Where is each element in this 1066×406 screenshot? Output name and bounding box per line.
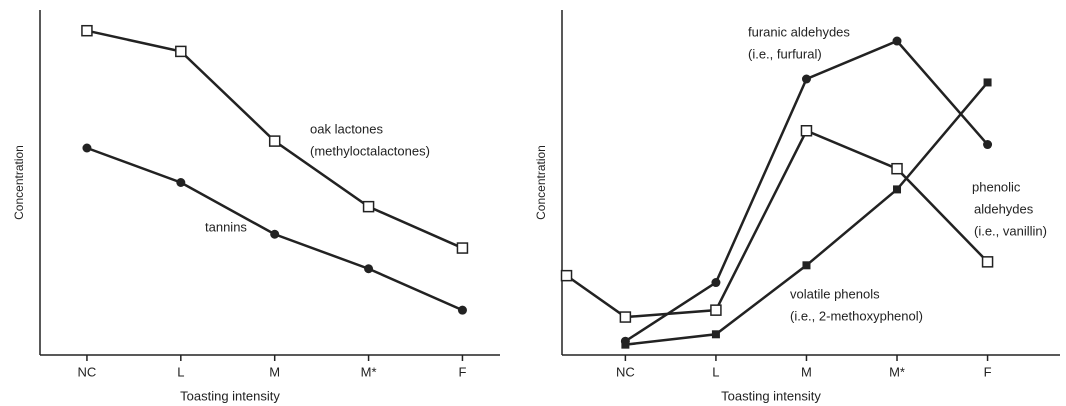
point	[891, 162, 903, 175]
point	[711, 278, 721, 288]
x-tick-label: F	[458, 364, 466, 379]
point	[456, 242, 469, 254]
point	[983, 78, 992, 87]
x-tick-label: NC	[78, 364, 97, 379]
point	[176, 178, 186, 187]
point	[983, 140, 993, 150]
x-tick-label: L	[177, 364, 184, 379]
point	[981, 256, 994, 268]
series-label: furanic aldehydes	[748, 24, 850, 39]
series-line	[565, 129, 989, 319]
point	[362, 200, 375, 213]
point	[619, 311, 632, 323]
x-tick-label: NC	[616, 364, 635, 379]
x-tick-label: F	[984, 364, 992, 379]
point	[892, 36, 902, 46]
x-tick-label: M*	[361, 364, 377, 379]
point	[711, 330, 720, 339]
series-label: volatile phenols	[790, 286, 880, 301]
point	[364, 264, 374, 274]
series-line	[86, 146, 463, 312]
series-label: (i.e., 2-methoxyphenol)	[790, 308, 923, 323]
series-label: (methyloctalactones)	[310, 143, 430, 158]
series-label: oak lactones	[310, 121, 383, 136]
point	[800, 125, 813, 137]
point	[801, 74, 811, 84]
y-axis-label: Concentration	[534, 145, 548, 220]
x-axis-label: Toasting intensity	[180, 388, 280, 403]
series-label: phenolic	[972, 179, 1021, 194]
point	[82, 143, 92, 153]
series-label: tannins	[205, 219, 247, 234]
point	[560, 269, 573, 282]
x-tick-label: M	[801, 364, 812, 379]
point	[621, 340, 630, 349]
point	[893, 185, 902, 194]
y-axis-label: Concentration	[12, 145, 26, 220]
series-label: (i.e., furfural)	[748, 46, 822, 61]
x-tick-label: M*	[889, 364, 905, 379]
x-axis-label: Toasting intensity	[721, 388, 821, 403]
point	[457, 305, 467, 315]
x-tick-label: L	[712, 364, 719, 379]
point	[270, 229, 280, 239]
point	[175, 45, 187, 58]
point	[81, 24, 93, 37]
point	[710, 304, 722, 316]
point	[802, 261, 811, 270]
x-tick-label: M	[269, 364, 280, 379]
series-label: aldehydes	[974, 201, 1034, 216]
series-label: (i.e., vanillin)	[974, 223, 1047, 238]
point	[268, 135, 281, 147]
